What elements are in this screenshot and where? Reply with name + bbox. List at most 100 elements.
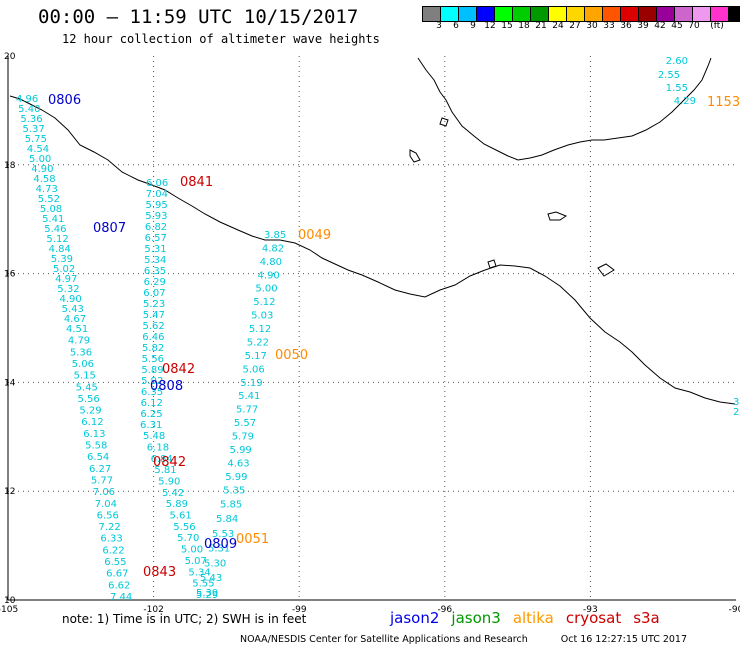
swh-value: 4.79 xyxy=(68,336,90,347)
swh-value: 4.54 xyxy=(27,144,49,155)
swh-value: 4.63 xyxy=(227,458,249,469)
swh-value: 3 xyxy=(733,397,739,408)
color-swatch xyxy=(728,6,740,22)
swh-value: 6.31 xyxy=(140,420,162,431)
swh-value: 5.32 xyxy=(57,284,79,295)
swh-value: 4.67 xyxy=(64,314,86,325)
legend-item-altika: altika xyxy=(512,609,554,627)
swh-value: 5.36 xyxy=(70,347,92,358)
color-scale-label: 12 xyxy=(484,21,496,31)
swh-value: 4.29 xyxy=(674,96,696,107)
swh-value: 5.99 xyxy=(225,472,247,483)
color-scale-label: 70 xyxy=(688,21,700,31)
swh-value: 5.12 xyxy=(253,297,275,308)
swh-value: 5.17 xyxy=(245,351,267,362)
swh-value: 5.06 xyxy=(242,364,264,375)
swh-value: 4.73 xyxy=(36,184,58,195)
swh-value: 5.79 xyxy=(232,432,254,443)
swh-value: 5.00 xyxy=(255,284,277,295)
swh-value: 6.25 xyxy=(140,409,162,420)
swh-value: 2.60 xyxy=(666,56,688,67)
swh-value: 5.00 xyxy=(29,154,51,165)
lon-tick-label: -90 xyxy=(729,605,740,615)
swh-value: 4.90 xyxy=(31,164,53,175)
swh-value: 5.99 xyxy=(230,445,252,456)
color-scale-label: 42 xyxy=(654,21,666,31)
axis-labels: 20 18 16 14 12 10-105 -102 -99 -96 -93 -90 xyxy=(0,52,740,615)
lat-tick-label: 16 xyxy=(4,270,16,280)
swh-value: 5.62 xyxy=(142,321,164,332)
swh-value: 5.37 xyxy=(23,124,45,135)
swh-value: 6.82 xyxy=(145,222,167,233)
swh-value: 5.06 xyxy=(72,359,94,370)
swh-value: 5.08 xyxy=(40,204,62,215)
swh-value: 5.92 xyxy=(141,376,163,387)
color-scale-label: 36 xyxy=(620,21,632,31)
swh-value: 5.81 xyxy=(154,465,176,476)
swh-value: 7.22 xyxy=(99,522,121,533)
color-scale-label: 21 xyxy=(535,21,547,31)
swh-value: 5.56 xyxy=(77,394,99,405)
swh-value: 5.36 xyxy=(20,114,42,125)
swh-value: 5.58 xyxy=(85,441,107,452)
swh-value: 7.04 xyxy=(146,189,168,200)
swh-value: 5.22 xyxy=(247,337,269,348)
lon-tick-label: -96 xyxy=(437,605,452,615)
swh-value: 6.12 xyxy=(81,417,103,428)
swh-value: 5.77 xyxy=(91,475,113,486)
island xyxy=(547,211,568,221)
color-scale-label: 6 xyxy=(453,21,459,31)
swh-value: 6.35 xyxy=(141,387,163,398)
swh-value: 5.41 xyxy=(238,391,260,402)
gulf-of-mexico-coastline xyxy=(417,57,712,161)
swh-value: 5.82 xyxy=(142,343,164,354)
swh-value: 6.55 xyxy=(104,557,126,568)
color-scale-bar xyxy=(422,6,740,22)
swh-value: 5.56 xyxy=(173,522,195,533)
swh-value: 5.45 xyxy=(76,382,98,393)
track-label: 0808 xyxy=(150,379,183,394)
swh-value: 4.58 xyxy=(33,174,55,185)
swh-value: 5.07 xyxy=(185,556,207,567)
swh-value: 6.35 xyxy=(144,266,166,277)
swh-value: 5.52 xyxy=(38,194,60,205)
swh-value: 5.15 xyxy=(74,371,96,382)
lat-tick-label: 18 xyxy=(4,161,16,171)
swh-value: 3.85 xyxy=(264,230,286,241)
swh-value: 6.67 xyxy=(106,569,128,580)
coastline xyxy=(9,57,736,405)
color-scale-label: 45 xyxy=(671,21,683,31)
island xyxy=(439,117,449,127)
swh-value: 5.85 xyxy=(220,499,242,510)
track-label: 0842 xyxy=(153,455,186,470)
swh-value: 5.31 xyxy=(208,544,230,555)
track-label: 0809 xyxy=(204,537,237,552)
map-subtitle: 12 hour collection of altimeter wave hei… xyxy=(62,32,380,46)
swh-value: 5.48 xyxy=(143,431,165,442)
swh-value: 5.77 xyxy=(236,405,258,416)
track-label: 0051 xyxy=(236,532,269,547)
swh-value: 5.47 xyxy=(143,310,165,321)
track-label: 0843 xyxy=(143,565,176,580)
swh-value: 6.33 xyxy=(100,534,122,545)
footer-credit: NOAA/NESDIS Center for Satellite Applica… xyxy=(240,634,717,645)
swh-value: 5.89 xyxy=(141,365,163,376)
swh-value: 6.54 xyxy=(87,452,109,463)
track-label: 0049 xyxy=(298,228,331,243)
swh-value: 6.12 xyxy=(141,398,163,409)
satellite-legend: jason2 jason3 altika cryosat s3a xyxy=(390,609,672,627)
swh-value: 4.84 xyxy=(49,244,71,255)
swh-value: 1.55 xyxy=(666,83,688,94)
color-scale-label: 3 xyxy=(436,21,442,31)
track-label: 0807 xyxy=(93,221,126,236)
swh-value: 2.55 xyxy=(658,70,680,81)
swh-value: 6.07 xyxy=(143,288,165,299)
color-scale-label: 15 xyxy=(501,21,513,31)
swh-value: 5.42 xyxy=(162,488,184,499)
swh-value: 7.44 xyxy=(110,592,132,603)
swh-value: 6.13 xyxy=(83,429,105,440)
swh-value: 6.56 xyxy=(97,510,119,521)
swh-values: 4.965.405.365.375.754.545.004.904.584.73… xyxy=(16,56,739,603)
swh-value: 6.46 xyxy=(142,332,164,343)
